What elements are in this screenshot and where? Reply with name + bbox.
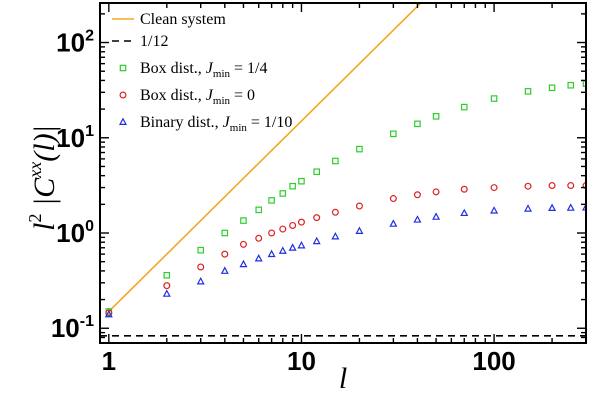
data-point-binary-tenth <box>355 226 364 234</box>
y-tick-label: 10-1 <box>51 313 94 343</box>
tick-labels: 1 10 100 10-1 100 101 102 <box>51 28 516 376</box>
data-point-box-quarter <box>460 103 468 111</box>
plot-frame <box>99 2 587 344</box>
data-point-binary-tenth <box>581 203 586 211</box>
y-axis-title: l2 |Cxx(l)| <box>25 125 61 231</box>
data-point-box-zero <box>279 225 287 233</box>
data-point-binary-tenth <box>331 231 340 240</box>
data-point-box-zero <box>432 188 440 196</box>
data-point-box-quarter <box>289 182 296 190</box>
points-layer <box>104 80 586 318</box>
data-point-box-quarter <box>356 145 363 153</box>
data-point-box-quarter <box>298 177 305 185</box>
data-point-box-zero <box>460 185 468 193</box>
data-point-box-zero <box>490 184 498 192</box>
data-point-box-quarter <box>432 113 440 120</box>
data-point-box-quarter <box>221 229 229 237</box>
axis-ticks <box>99 3 587 344</box>
x-axis-title: l <box>339 362 347 394</box>
legend-label-clean-system: Clean system <box>140 11 226 28</box>
data-point-box-quarter <box>313 168 321 176</box>
data-point-binary-tenth <box>432 212 441 220</box>
legend-label-binary-tenth: Binary dist., Jmin = 1/10 <box>140 114 292 134</box>
data-point-box-quarter <box>255 206 263 214</box>
data-point-box-zero <box>197 263 205 271</box>
data-point-box-quarter <box>490 95 498 102</box>
data-point-binary-tenth <box>196 276 205 285</box>
data-point-binary-tenth <box>312 236 321 245</box>
data-point-box-zero <box>297 218 305 226</box>
data-point-box-quarter <box>567 81 575 89</box>
data-point-box-zero <box>524 182 532 190</box>
data-point-box-zero <box>548 182 556 190</box>
data-point-binary-tenth <box>413 215 422 223</box>
legend-label-box-zero: Box dist., Jmin = 0 <box>140 87 255 107</box>
y-tick-label: 102 <box>56 28 94 58</box>
lines-layer <box>100 3 586 337</box>
data-point-binary-tenth <box>297 240 306 249</box>
data-point-box-zero <box>255 234 263 242</box>
data-point-box-quarter <box>332 157 339 165</box>
data-point-box-quarter <box>197 246 205 254</box>
data-point-binary-tenth <box>490 206 499 214</box>
legend-marker-binary-tenth <box>118 117 128 126</box>
plot-area <box>100 3 586 343</box>
data-point-box-zero <box>268 229 276 237</box>
data-point-binary-tenth <box>220 266 229 274</box>
data-point-binary-tenth <box>566 203 575 211</box>
data-point-box-zero <box>567 182 575 190</box>
data-point-box-quarter <box>163 271 171 279</box>
data-point-binary-tenth <box>239 259 248 268</box>
data-point-box-quarter <box>548 84 556 92</box>
data-point-box-zero <box>313 214 321 222</box>
data-point-binary-tenth <box>460 208 469 217</box>
data-point-box-zero <box>413 191 421 199</box>
line-clean-system <box>108 3 422 313</box>
data-point-box-zero <box>331 208 339 216</box>
data-point-box-zero <box>239 240 247 248</box>
data-point-box-quarter <box>414 120 421 128</box>
legend: Clean system 1/12 Box dist., Jmin = 1/4 Box… <box>112 11 292 134</box>
data-point-binary-tenth <box>548 203 557 212</box>
y-tick-label: 101 <box>56 123 94 153</box>
data-point-binary-tenth <box>288 243 297 251</box>
series-box-zero <box>105 182 586 317</box>
series-binary-tenth <box>104 203 586 318</box>
data-point-binary-tenth <box>524 204 533 212</box>
data-point-binary-tenth <box>162 289 171 297</box>
data-point-box-zero <box>163 282 171 290</box>
data-point-box-zero <box>355 202 363 210</box>
data-point-box-zero <box>289 221 297 229</box>
data-point-box-quarter <box>524 88 532 95</box>
data-point-box-quarter <box>279 190 287 197</box>
x-tick-label: 100 <box>472 346 515 376</box>
legend-marker-box-quarter <box>119 64 127 72</box>
data-point-binary-tenth <box>104 309 113 318</box>
data-point-binary-tenth <box>389 219 398 227</box>
legend-label-box-quarter: Box dist., Jmin = 1/4 <box>140 60 268 80</box>
legend-label-one-twelfth: 1/12 <box>140 33 168 50</box>
legend-marker-box-zero <box>119 91 127 99</box>
x-tick-label: 10 <box>287 346 316 376</box>
data-point-box-quarter <box>240 217 247 224</box>
data-point-box-quarter <box>268 197 275 204</box>
data-point-box-zero <box>221 250 229 258</box>
data-point-binary-tenth <box>254 254 263 262</box>
data-point-box-quarter <box>390 130 397 138</box>
data-point-binary-tenth <box>278 246 287 254</box>
x-tick-label: 1 <box>102 346 116 376</box>
series-box-quarter <box>105 80 586 315</box>
data-point-box-zero <box>389 195 397 203</box>
data-point-binary-tenth <box>267 249 276 258</box>
y-tick-label: 100 <box>56 218 94 248</box>
